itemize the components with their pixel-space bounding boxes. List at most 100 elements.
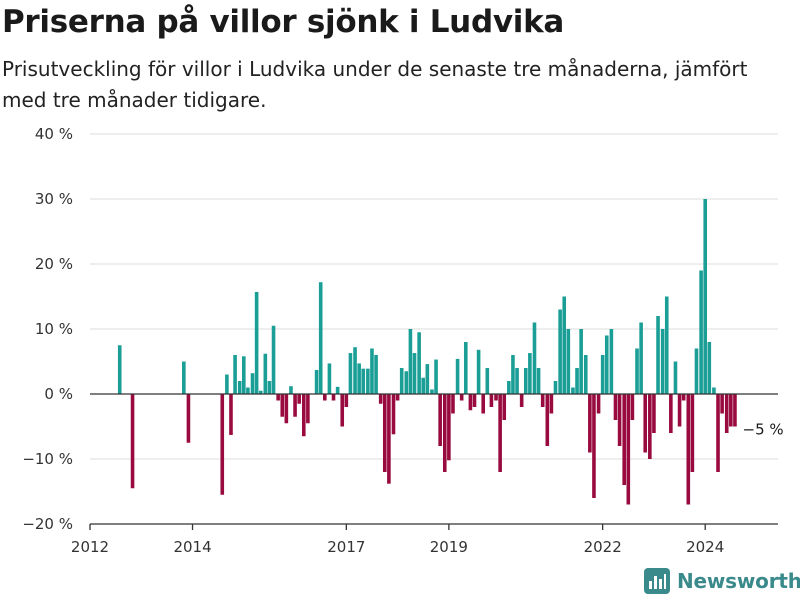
bar bbox=[699, 270, 703, 394]
bar bbox=[357, 363, 361, 394]
bar bbox=[724, 394, 729, 433]
bar bbox=[648, 394, 652, 459]
bar bbox=[263, 353, 268, 394]
bar bbox=[656, 316, 660, 394]
bar bbox=[476, 349, 481, 394]
bar bbox=[583, 355, 588, 394]
bar bbox=[571, 387, 575, 394]
bar bbox=[438, 394, 442, 446]
bar bbox=[613, 394, 618, 420]
bar bbox=[250, 373, 255, 394]
annotations: −5 % bbox=[740, 419, 784, 440]
bar bbox=[558, 309, 562, 394]
bar bbox=[604, 335, 609, 394]
bar bbox=[494, 394, 498, 401]
bar bbox=[579, 329, 583, 394]
bar bbox=[353, 347, 357, 394]
last-value-annotation: −5 % bbox=[743, 421, 784, 439]
bar bbox=[472, 394, 477, 407]
bar bbox=[301, 394, 306, 437]
bar bbox=[716, 394, 720, 472]
bar bbox=[374, 355, 378, 394]
bar bbox=[588, 394, 592, 453]
bar bbox=[540, 394, 545, 407]
bar bbox=[271, 325, 276, 394]
bar bbox=[370, 348, 374, 394]
bar bbox=[335, 386, 340, 394]
bar bbox=[459, 394, 464, 401]
bar bbox=[220, 394, 225, 495]
bar bbox=[694, 348, 699, 394]
bar bbox=[186, 394, 191, 443]
y-tick-label: −20 % bbox=[22, 515, 73, 533]
x-tick-label: 2022 bbox=[584, 538, 622, 556]
bar bbox=[280, 394, 285, 417]
bar bbox=[468, 394, 473, 411]
bar bbox=[511, 355, 515, 394]
bar bbox=[562, 296, 567, 394]
bar bbox=[485, 368, 490, 394]
y-tick-label: 0 % bbox=[44, 385, 73, 403]
bar bbox=[331, 394, 336, 401]
bar bbox=[378, 394, 383, 404]
bar bbox=[306, 394, 310, 424]
bar bbox=[425, 364, 430, 394]
bar bbox=[523, 368, 528, 394]
bar bbox=[442, 394, 447, 472]
bar-chart-logo-icon bbox=[644, 568, 670, 594]
bar bbox=[455, 358, 460, 394]
bar bbox=[225, 374, 229, 394]
bar bbox=[348, 353, 353, 394]
bar bbox=[284, 394, 289, 424]
y-tick-label: 30 % bbox=[35, 190, 73, 208]
bar bbox=[536, 368, 541, 394]
bar bbox=[681, 394, 686, 401]
bar bbox=[258, 390, 263, 394]
y-tick-label: −10 % bbox=[22, 450, 73, 468]
bar bbox=[617, 394, 622, 446]
bars bbox=[117, 199, 737, 505]
bar bbox=[575, 368, 579, 394]
bar bbox=[289, 386, 293, 394]
bar bbox=[566, 329, 571, 394]
bar bbox=[233, 355, 237, 394]
bar bbox=[729, 394, 733, 427]
bar bbox=[314, 369, 319, 394]
bar bbox=[686, 394, 691, 505]
bar bbox=[242, 356, 246, 394]
bar bbox=[677, 394, 682, 427]
gridlines bbox=[90, 133, 778, 525]
bar bbox=[660, 329, 665, 394]
x-tick-label: 2017 bbox=[327, 538, 365, 556]
bar bbox=[327, 363, 332, 394]
bar bbox=[395, 394, 400, 401]
bar bbox=[434, 359, 438, 394]
bar bbox=[481, 394, 486, 414]
bar bbox=[643, 394, 648, 453]
bar bbox=[528, 353, 532, 394]
bar bbox=[502, 394, 507, 420]
bar bbox=[182, 361, 186, 394]
bar bbox=[229, 394, 233, 435]
brand-name: Newsworthy bbox=[677, 569, 800, 593]
bar bbox=[366, 368, 370, 394]
bar bbox=[664, 296, 669, 394]
bar bbox=[549, 394, 554, 414]
y-tick-label: 40 % bbox=[35, 125, 73, 143]
bar bbox=[673, 361, 678, 394]
bar bbox=[592, 394, 596, 498]
bar bbox=[507, 381, 511, 394]
newsworthy-brand: Newsworthy bbox=[644, 568, 800, 594]
bar bbox=[639, 322, 643, 394]
bar bbox=[412, 353, 417, 394]
bar bbox=[417, 332, 421, 394]
chart-title: Priserna på villor sjönk i Ludvika bbox=[2, 4, 564, 40]
bar bbox=[237, 381, 242, 394]
bar bbox=[489, 394, 494, 407]
bar bbox=[545, 394, 550, 446]
bar bbox=[596, 394, 601, 414]
chart-subtitle: Prisutveckling för villor i Ludvika unde… bbox=[2, 57, 748, 112]
bar bbox=[733, 394, 737, 427]
bar bbox=[344, 394, 349, 407]
